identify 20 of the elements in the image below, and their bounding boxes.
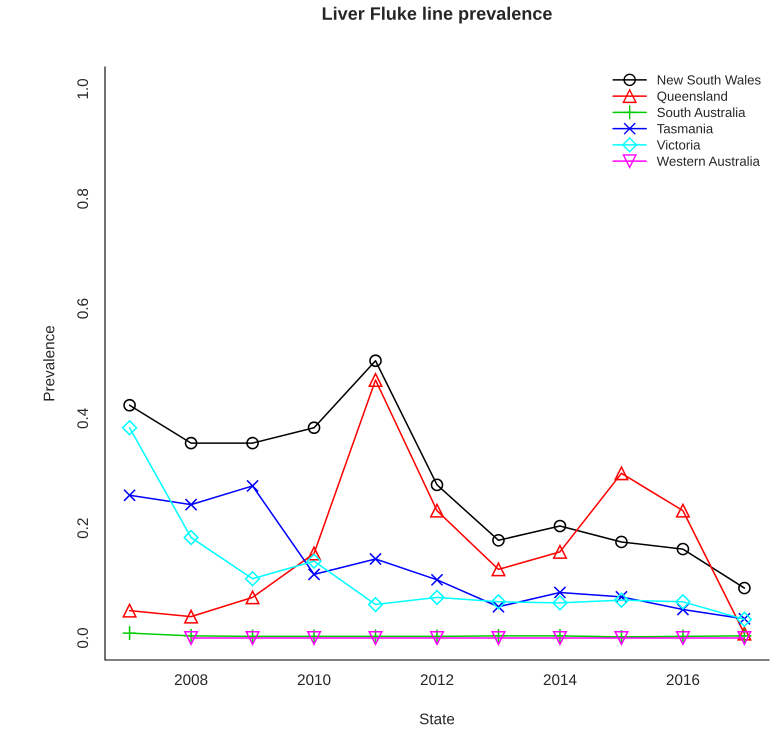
x-tick-label: 2008	[174, 674, 208, 686]
legend-label: New South Wales	[658, 74, 761, 85]
legend-label: South Australia	[657, 107, 746, 118]
x-tick-label: 2016	[666, 674, 700, 686]
y-tick-label: 0.2	[77, 518, 88, 538]
legend-label: Tasmania	[657, 124, 714, 134]
y-tick-label: 0.4	[77, 408, 88, 428]
y-tick-label: 0.8	[77, 188, 88, 209]
legend-label: Queensland	[657, 91, 728, 104]
y-tick-label: 0.0	[77, 628, 88, 648]
y-tick-label: 0.6	[77, 298, 88, 319]
chart-title: Liver Fluke line prevalence	[322, 6, 552, 24]
x-axis-title: State	[420, 714, 454, 724]
x-tick-label: 2014	[544, 674, 577, 686]
y-axis-title: Prevalence	[43, 326, 54, 400]
x-tick-label: 2010	[298, 674, 330, 686]
y-tick-label: 1.0	[77, 78, 88, 98]
legend-label: Western Australia	[656, 156, 760, 166]
legend-label: Victoria	[656, 140, 700, 150]
x-tick-label: 2012	[420, 674, 454, 686]
